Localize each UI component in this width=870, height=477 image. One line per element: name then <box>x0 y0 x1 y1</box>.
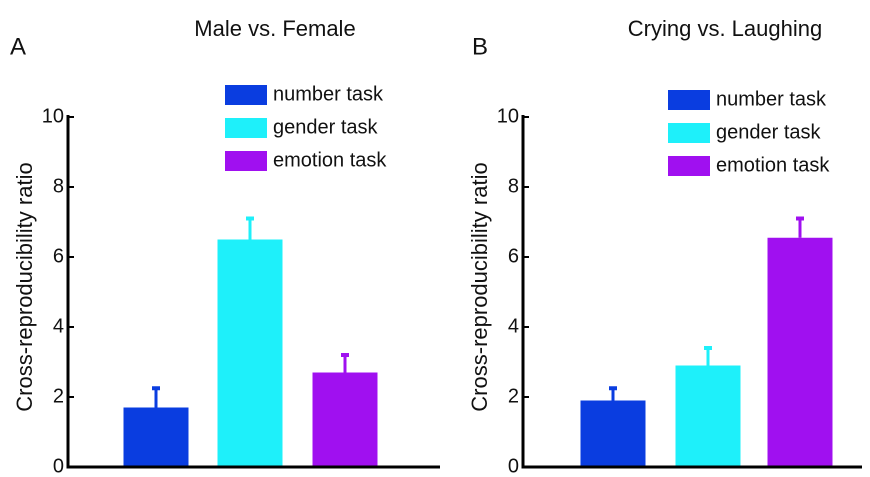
legend-label: number task <box>273 83 384 105</box>
y-axis-label: Cross-reproducibility ratio <box>12 162 37 411</box>
legend-label: number task <box>716 88 827 110</box>
legend-swatch <box>668 156 710 176</box>
y-tick-label: 4 <box>53 315 64 337</box>
legend-swatch <box>668 123 710 143</box>
bar <box>675 365 741 467</box>
y-tick-label: 2 <box>53 385 64 407</box>
y-tick-label: 10 <box>42 105 64 127</box>
legend-label: emotion task <box>273 149 387 171</box>
bar <box>767 237 833 467</box>
y-tick-label: 0 <box>53 455 64 477</box>
panel-label: B <box>472 33 488 60</box>
y-tick-label: 8 <box>53 175 64 197</box>
y-tick-label: 6 <box>508 245 519 267</box>
panel-label: A <box>10 33 26 60</box>
bar <box>312 372 378 467</box>
bar <box>580 400 646 467</box>
chart-title: Male vs. Female <box>194 16 355 41</box>
legend-swatch <box>225 118 267 138</box>
y-axis-label: Cross-reproducibility ratio <box>467 162 492 411</box>
y-tick-label: 10 <box>497 105 519 127</box>
legend-swatch <box>668 90 710 110</box>
y-tick-label: 0 <box>508 455 519 477</box>
legend-label: emotion task <box>716 154 830 176</box>
y-tick-label: 4 <box>508 315 519 337</box>
chart-title: Crying vs. Laughing <box>628 16 822 41</box>
legend-swatch <box>225 151 267 171</box>
y-tick-label: 6 <box>53 245 64 267</box>
bar <box>217 239 283 467</box>
legend-swatch <box>225 85 267 105</box>
bar <box>123 407 189 467</box>
y-tick-label: 8 <box>508 175 519 197</box>
legend-label: gender task <box>273 116 379 138</box>
legend-label: gender task <box>716 121 822 143</box>
y-tick-label: 2 <box>508 385 519 407</box>
